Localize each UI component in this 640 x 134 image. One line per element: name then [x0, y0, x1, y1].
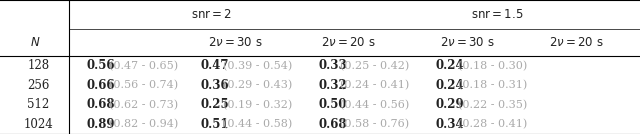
Text: (0.56 - 0.74): (0.56 - 0.74) [109, 80, 178, 91]
Text: (0.19 - 0.32): (0.19 - 0.32) [223, 100, 292, 110]
Text: $\mathrm{snr} = 1.5$: $\mathrm{snr} = 1.5$ [471, 8, 524, 21]
Text: (0.62 - 0.73): (0.62 - 0.73) [109, 100, 178, 110]
Text: (0.28 - 0.41): (0.28 - 0.41) [458, 119, 527, 129]
Text: $2\nu = 30\ \mathrm{s}$: $2\nu = 30\ \mathrm{s}$ [440, 36, 495, 49]
Text: 0.29: 0.29 [435, 98, 464, 111]
Text: 0.33: 0.33 [318, 59, 347, 72]
Text: 0.25: 0.25 [200, 98, 229, 111]
Text: $N$: $N$ [30, 36, 40, 49]
Text: 0.24: 0.24 [435, 59, 464, 72]
Text: (0.18 - 0.31): (0.18 - 0.31) [458, 80, 527, 91]
Text: $\mathrm{snr} = 2$: $\mathrm{snr} = 2$ [191, 8, 232, 21]
Text: 0.66: 0.66 [86, 79, 115, 92]
Text: 0.36: 0.36 [200, 79, 229, 92]
Text: 512: 512 [28, 98, 49, 111]
Text: 128: 128 [28, 59, 49, 72]
Text: (0.25 - 0.42): (0.25 - 0.42) [340, 61, 410, 71]
Text: 0.24: 0.24 [435, 79, 464, 92]
Text: 0.56: 0.56 [86, 59, 115, 72]
Text: (0.58 - 0.76): (0.58 - 0.76) [340, 119, 410, 129]
Text: (0.44 - 0.56): (0.44 - 0.56) [340, 100, 410, 110]
Text: $2\nu = 20\ \mathrm{s}$: $2\nu = 20\ \mathrm{s}$ [548, 36, 604, 49]
Text: (0.82 - 0.94): (0.82 - 0.94) [109, 119, 178, 129]
Text: 256: 256 [28, 79, 49, 92]
Text: (0.18 - 0.30): (0.18 - 0.30) [458, 61, 527, 71]
Text: 0.50: 0.50 [318, 98, 347, 111]
Text: 0.68: 0.68 [318, 118, 347, 131]
Text: (0.29 - 0.43): (0.29 - 0.43) [223, 80, 292, 91]
Text: 0.68: 0.68 [86, 98, 115, 111]
Text: $2\nu = 30\ \mathrm{s}$: $2\nu = 30\ \mathrm{s}$ [208, 36, 263, 49]
Text: (0.22 - 0.35): (0.22 - 0.35) [458, 100, 527, 110]
Text: $2\nu = 20\ \mathrm{s}$: $2\nu = 20\ \mathrm{s}$ [321, 36, 376, 49]
Text: 0.32: 0.32 [318, 79, 347, 92]
Text: 0.89: 0.89 [86, 118, 115, 131]
Text: (0.47 - 0.65): (0.47 - 0.65) [109, 61, 178, 71]
Text: 0.51: 0.51 [200, 118, 229, 131]
Text: 1024: 1024 [24, 118, 53, 131]
Text: (0.44 - 0.58): (0.44 - 0.58) [223, 119, 292, 129]
Text: (0.39 - 0.54): (0.39 - 0.54) [223, 61, 292, 71]
Text: 0.34: 0.34 [435, 118, 464, 131]
Text: (0.24 - 0.41): (0.24 - 0.41) [340, 80, 410, 91]
Text: 0.47: 0.47 [200, 59, 229, 72]
